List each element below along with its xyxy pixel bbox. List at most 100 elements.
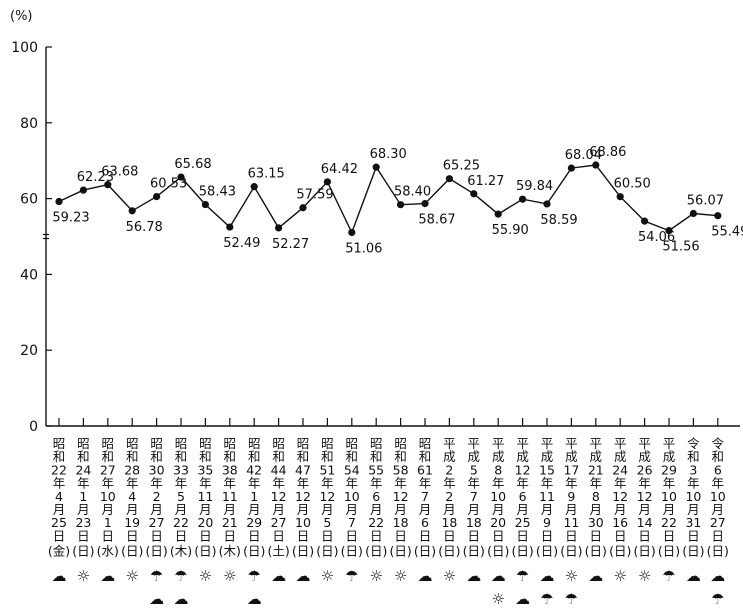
category-label-part: 月 [175,502,188,517]
category-year-number: 51 [319,462,335,477]
data-label: 52.27 [272,237,309,252]
category-weekday: (日) [316,544,338,559]
category-label-part: 日 [638,528,651,543]
category-label-part: 年 [614,476,627,491]
category-label-part: 平成 [516,436,529,464]
category-month-number: 10 [661,489,677,504]
category-day-number: 16 [612,515,628,530]
data-label: 68.30 [370,147,407,162]
category-label-part: 日 [419,528,432,543]
category-weekday: (日) [145,544,167,559]
umbrella-icon: ☂ [662,567,675,585]
category-label-part: 昭和 [175,436,188,464]
category-day-number: 9 [543,515,551,530]
category-label-part: 年 [126,476,139,491]
category-label-part: 月 [468,502,481,517]
category-day-number: 11 [563,515,579,530]
data-label: 63.68 [101,165,138,180]
data-label: 56.07 [687,193,724,208]
category-label-part: 月 [297,502,310,517]
category-day-number: 22 [368,515,384,530]
data-point [445,175,453,183]
category-weekday: (日) [487,544,509,559]
category-month-number: 12 [612,489,628,504]
category-label-part: 日 [712,528,725,543]
cloud-icon: ☁ [52,567,67,585]
data-label: 58.40 [394,185,431,200]
cloud-icon: ☁ [686,567,701,585]
category-label-part: 昭和 [150,436,163,464]
category-month-number: 6 [372,489,380,504]
category-label-part: 平成 [614,436,627,464]
y-tick-label: 40 [20,267,38,283]
category-label-part: 月 [516,502,529,517]
category-label-part: 月 [272,502,285,517]
data-point [494,210,502,218]
category-label-part: 日 [199,528,212,543]
category-label-part: 年 [712,476,725,491]
category-label-part: 月 [150,502,163,517]
umbrella-icon: ☂ [345,567,358,585]
sun-icon: ☼ [199,567,212,585]
data-point [421,200,429,208]
category-label-part: 月 [443,502,456,517]
category-label-part: 月 [248,502,261,517]
category-day-number: 25 [51,515,67,530]
umbrella-icon: ☂ [150,567,163,585]
category-label-part: 昭和 [321,436,334,464]
category-day-number: 21 [222,515,238,530]
sun-icon: ☼ [77,567,90,585]
category-day-number: 6 [421,515,429,530]
cloud-icon: ☁ [491,567,506,585]
category-weekday: (金) [48,544,70,559]
category-label-part: 年 [272,476,285,491]
data-point [543,200,551,208]
category-label-part: 日 [370,528,383,543]
category-label-part: 月 [370,502,383,517]
y-axis-unit-label: (%) [10,9,33,24]
cloud-icon: ☁ [588,567,603,585]
category-year-number: 47 [295,462,311,477]
cloud-icon: ☁ [515,590,530,608]
category-month-number: 10 [344,489,360,504]
data-point [641,217,649,225]
cloud-icon: ☁ [540,567,555,585]
category-label-part: 日 [150,528,163,543]
data-label: 65.25 [443,159,480,174]
category-label-part: 昭和 [297,436,310,464]
category-weekday: (日) [585,544,607,559]
data-label: 68.04 [565,148,602,163]
category-label-part: 日 [614,528,627,543]
data-label: 59.84 [516,179,553,194]
category-day-number: 27 [271,515,287,530]
data-point [153,192,161,201]
category-year-number: 21 [588,462,604,477]
cloud-icon: ☁ [296,567,311,585]
category-weekday: (日) [121,544,143,559]
category-year-number: 8 [494,462,502,477]
category-month-number: 2 [445,489,453,504]
category-month-number: 10 [685,489,701,504]
category-year-number: 30 [149,462,165,477]
data-point [79,186,87,194]
sun-icon: ☼ [223,567,236,585]
category-year-number: 61 [417,462,433,477]
category-label-part: 月 [102,502,115,517]
category-day-number: 18 [466,515,482,530]
category-weekday: (日) [609,544,631,559]
y-axis-ticks: 0 20 40 60 80 100 [11,40,52,435]
category-year-number: 24 [75,462,91,477]
category-label-part: 昭和 [370,436,383,464]
category-year-number: 55 [368,462,384,477]
category-labels: 昭和22年4月25日(金)昭和24年1月23日(日)昭和27年10月1日(水)昭… [48,436,729,559]
